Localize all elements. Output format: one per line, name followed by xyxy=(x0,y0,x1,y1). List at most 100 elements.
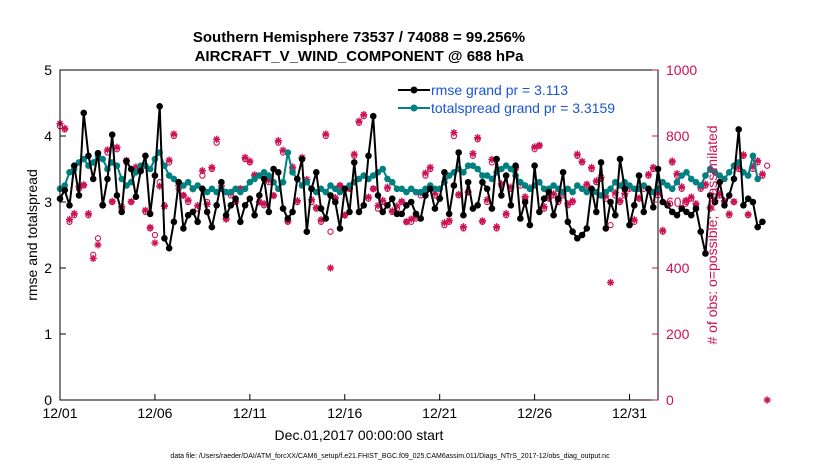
rmse-point xyxy=(559,169,567,176)
obs-assimilated-stroke xyxy=(692,200,699,207)
obs-assimilated-stroke xyxy=(730,198,737,205)
rmse-point xyxy=(431,205,439,212)
totalspread-point xyxy=(398,185,406,193)
rmse-point xyxy=(469,205,477,212)
totalspread-point xyxy=(464,162,472,169)
obs-assimilated-point xyxy=(160,202,169,210)
rmse-point xyxy=(350,159,358,166)
totalspread-point xyxy=(664,182,671,189)
rmse-point xyxy=(379,208,387,216)
rmse-point xyxy=(260,175,268,183)
obs-assimilated-point xyxy=(369,185,377,193)
rmse-point xyxy=(754,223,761,231)
totalspread-point xyxy=(668,185,676,193)
totalspread-point xyxy=(194,182,201,189)
obs-possible-point xyxy=(94,235,102,242)
rmse-point xyxy=(445,210,453,218)
rmse-point xyxy=(725,192,733,199)
totalspread-point xyxy=(360,172,368,179)
rmse-point xyxy=(308,185,315,193)
totalspread-point xyxy=(417,188,424,196)
rmse-point xyxy=(237,218,244,226)
rmse-point xyxy=(398,210,406,218)
obs-assimilated-stroke xyxy=(574,151,581,158)
obs-assimilated-stroke xyxy=(579,158,586,165)
obs-assimilated-stroke xyxy=(180,192,187,199)
obs-assimilated-point xyxy=(421,169,430,177)
rmse-point xyxy=(716,178,723,186)
totalspread-point xyxy=(379,165,387,173)
y-tick-label: 2 xyxy=(44,260,52,276)
obs-assimilated-point xyxy=(350,150,358,158)
rmse-point xyxy=(407,198,415,206)
rmse-point xyxy=(706,192,714,199)
obs-assimilated-point xyxy=(326,264,335,272)
rmse-point xyxy=(550,211,557,219)
obs-assimilated-stroke xyxy=(94,241,101,248)
rmse-point xyxy=(531,162,538,169)
totalspread-point xyxy=(540,185,548,193)
obs-assimilated-stroke xyxy=(427,164,434,171)
obs-assimilated-point xyxy=(763,396,771,404)
obs-assimilated-point xyxy=(583,180,591,188)
totalspread-point xyxy=(431,185,439,193)
y-right-tick-label: 400 xyxy=(666,260,690,276)
rmse-point xyxy=(711,198,719,206)
obs-assimilated-stroke xyxy=(408,216,415,223)
rmse-point xyxy=(673,211,681,219)
rmse-point xyxy=(702,250,709,257)
obs-assimilated-point xyxy=(407,215,415,223)
y-tick-label: 4 xyxy=(44,128,52,144)
totalspread-point xyxy=(683,169,690,176)
rmse-point xyxy=(749,198,757,206)
rmse-point xyxy=(602,225,610,232)
x-tick-label: 12/11 xyxy=(233,405,267,421)
totalspread-point xyxy=(479,172,486,179)
rmse-point xyxy=(403,202,410,209)
legend-background xyxy=(398,76,652,118)
obs-assimilated-point xyxy=(388,207,396,215)
totalspread-point xyxy=(412,188,420,196)
rmse-point xyxy=(426,185,434,193)
obs-assimilated-point xyxy=(274,137,282,145)
rmse-point xyxy=(327,192,334,199)
obs-assimilated-stroke xyxy=(151,239,158,246)
rmse-point xyxy=(545,188,553,196)
rmse-point xyxy=(165,244,173,252)
totalspread-point xyxy=(460,169,467,176)
totalspread-point xyxy=(407,185,415,193)
rmse-point xyxy=(66,202,73,209)
rmse-point xyxy=(270,165,277,173)
obs-assimilated-stroke xyxy=(398,198,405,205)
totalspread-point xyxy=(388,178,396,186)
obs-assimilated-point xyxy=(398,197,406,205)
obs-assimilated-stroke xyxy=(351,151,358,158)
obs-assimilated-stroke xyxy=(389,207,396,214)
rmse-point xyxy=(75,192,83,199)
obs-assimilated-stroke xyxy=(422,169,429,176)
obs-assimilated-stroke xyxy=(128,198,135,205)
totalspread-point xyxy=(289,169,296,176)
obs-assimilated-stroke xyxy=(636,195,643,202)
obs-assimilated-point xyxy=(336,181,344,190)
chart-subtitle: AIRCRAFT_V_WIND_COMPONENT @ 688 hPa xyxy=(195,48,525,65)
rmse-point xyxy=(227,202,235,209)
obs-assimilated-point xyxy=(94,241,102,249)
rmse-point xyxy=(246,195,254,202)
obs-assimilated-point xyxy=(493,223,501,231)
rmse-point xyxy=(222,211,230,219)
obs-assimilated-stroke xyxy=(365,194,372,201)
rmse-point xyxy=(331,198,339,206)
obs-assimilated-stroke xyxy=(522,193,529,200)
obs-assimilated-stroke xyxy=(593,177,600,184)
rmse-point xyxy=(735,126,742,133)
obs-assimilated-point xyxy=(165,156,173,164)
rmse-point xyxy=(498,192,505,199)
totalspread-point xyxy=(536,178,543,186)
y-tick-label: 1 xyxy=(44,326,52,342)
rmse-point xyxy=(464,178,472,186)
rmse-point xyxy=(607,198,614,206)
obs-assimilated-stroke xyxy=(270,192,277,199)
obs-assimilated-point xyxy=(141,206,150,214)
